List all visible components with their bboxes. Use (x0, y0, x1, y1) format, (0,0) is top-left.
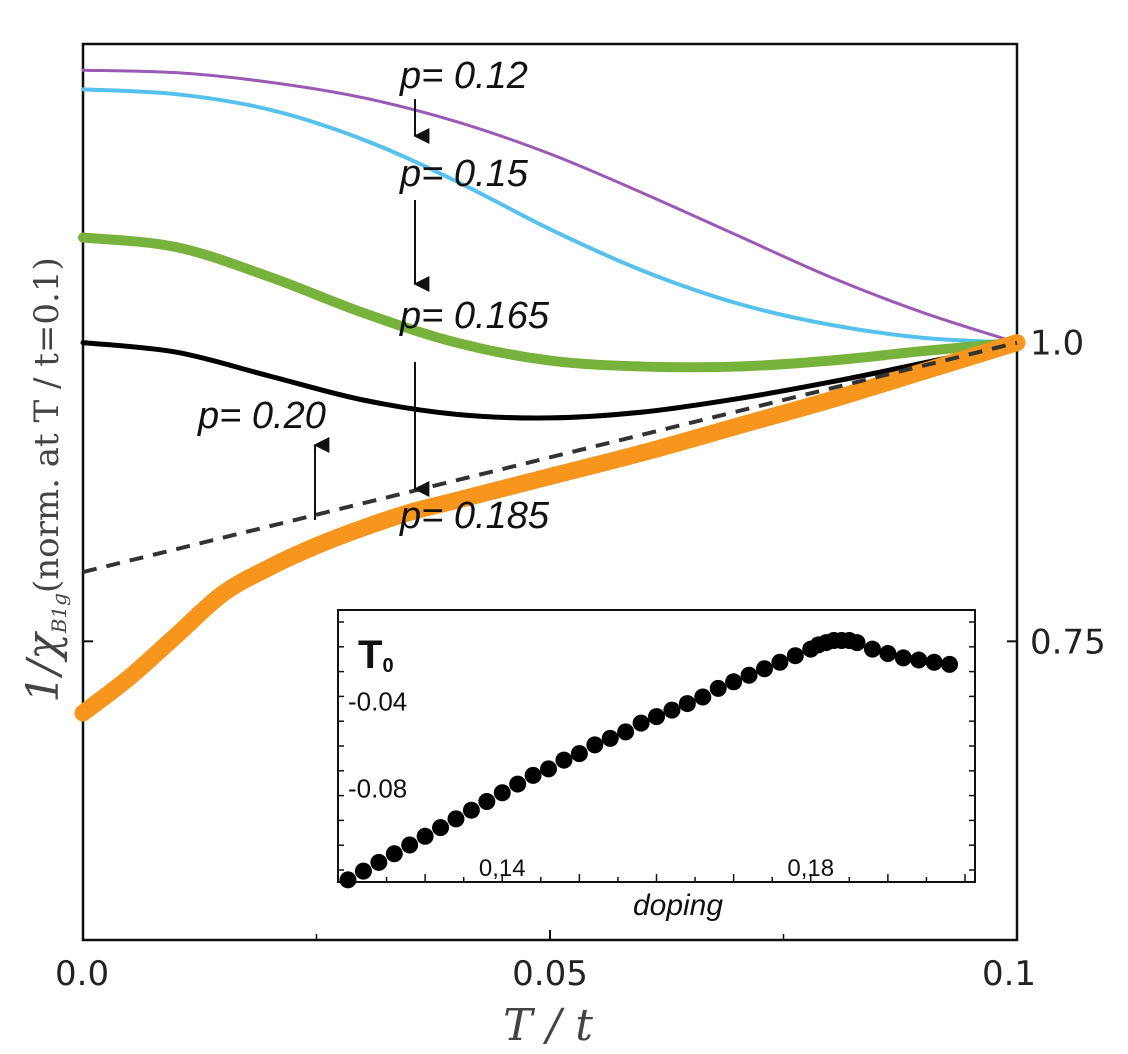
inset-point-17 (601, 729, 619, 747)
series-line-p-0-12 (81, 68, 1019, 345)
inset-point-42 (941, 655, 959, 673)
curve-annotations: p= 0.12 p= 0.15 p= 0.165 p= 0.185 p= 0.20 (197, 55, 550, 537)
series-line-p-0-185 (80, 340, 1020, 421)
inset-point-9 (478, 792, 496, 810)
label-p-0-12: p= 0.12 (399, 55, 528, 97)
x-tick-label-0-0: 0.0 (55, 954, 109, 994)
inset-point-23 (694, 688, 712, 706)
inset-point-7 (447, 810, 465, 828)
inset-point-10 (493, 784, 511, 802)
inset-y-tick-label-0-08: -0.08 (348, 773, 407, 803)
doping-arrows (313, 99, 430, 520)
inset-point-21 (663, 701, 681, 719)
inset-point-20 (648, 708, 665, 726)
inset-point-19 (632, 714, 650, 732)
label-p-0-165: p= 0.165 (399, 295, 550, 337)
series-line-p-0-15 (81, 87, 1019, 345)
inset-point-3 (385, 845, 403, 863)
inset-series-group (339, 631, 959, 889)
inset-point-41 (925, 653, 943, 671)
y-label-subscript: B1g (47, 593, 71, 634)
inset-point-8 (462, 801, 480, 819)
main-x-axis-label: T / t (503, 1000, 593, 1051)
inset-point-16 (586, 736, 604, 754)
inset-point-6 (432, 819, 450, 837)
label-p-0-185: p= 0.185 (399, 495, 550, 537)
main-tick-labels: 0.0 0.05 0.1 0.75 1.0 (55, 324, 1106, 994)
inset-point-38 (879, 645, 897, 663)
inset-point-13 (540, 760, 558, 778)
inset-point-22 (678, 695, 696, 713)
inset-point-24 (709, 679, 727, 697)
inset-point-25 (725, 673, 743, 691)
series-line-linear-fit (82, 340, 1018, 574)
inset-point-28 (771, 653, 789, 671)
inset-point-12 (524, 766, 542, 784)
inset-point-18 (617, 723, 635, 741)
inset-title: T0 (358, 633, 394, 677)
inset-point-1 (354, 862, 372, 880)
inset-point-4 (401, 836, 419, 854)
inset-x-tick-label-0-14: 0,14 (479, 855, 526, 882)
inset-point-27 (755, 660, 773, 678)
inset-point-0 (339, 871, 357, 889)
label-p-0-20: p= 0.20 (197, 395, 326, 437)
x-tick-label-0-05: 0.05 (512, 954, 588, 994)
y-label-suffix: (norm. at T / t=0.1) (27, 257, 67, 593)
inset-ticks (338, 621, 975, 882)
inset-point-26 (740, 666, 758, 684)
y-tick-label-0-75: 0.75 (1030, 622, 1106, 662)
inset-title-letter: T (358, 633, 382, 677)
svg-text:1/χB1g(norm. at T / t=0.1): 1/χB1g(norm. at T / t=0.1) (18, 257, 71, 702)
inset-point-14 (555, 751, 573, 769)
series-line-p-0-20 (74, 334, 1026, 722)
inset-x-axis-label: doping (633, 889, 723, 922)
y-label-prefix: 1/χ (18, 631, 69, 703)
inset-point-11 (509, 775, 527, 793)
series-line-p-0-165 (78, 232, 1022, 373)
inset-y-tick-label-0-04: -0.04 (348, 686, 407, 716)
inset-point-15 (570, 745, 588, 763)
inset-point-5 (416, 827, 434, 845)
inset-x-tick-label-0-18: 0,18 (787, 855, 834, 882)
inset-point-39 (894, 649, 912, 667)
main-y-axis-label: 1/χB1g(norm. at T / t=0.1) (18, 257, 71, 702)
label-p-0-15: p= 0.15 (399, 153, 529, 195)
inset-point-29 (786, 647, 804, 665)
inset-tick-labels: -0.04 -0.08 0,14 0,18 (348, 686, 834, 882)
inset-point-36 (848, 634, 866, 652)
inset-point-2 (370, 853, 388, 871)
main-series-group (74, 68, 1026, 722)
inset-point-40 (910, 651, 928, 669)
inset-point-37 (863, 640, 881, 658)
y-tick-label-1-0: 1.0 (1030, 324, 1084, 364)
inset-title-subscript: 0 (382, 655, 393, 677)
x-tick-label-0-1: 0.1 (982, 954, 1036, 994)
